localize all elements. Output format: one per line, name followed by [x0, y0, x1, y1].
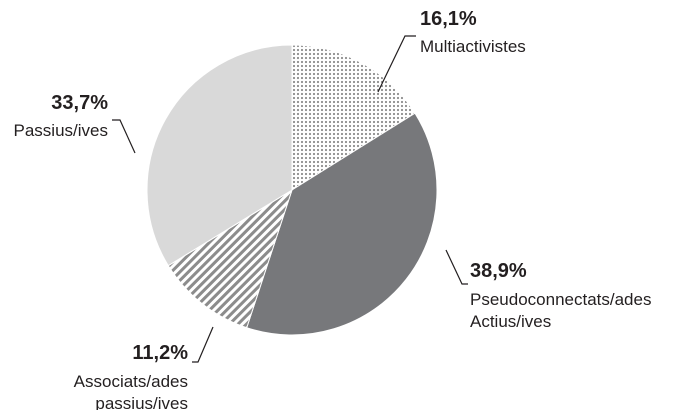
value-label: 16,1% — [420, 8, 477, 30]
category-label: Associats/ades passius/ives — [74, 372, 188, 410]
leader-line — [192, 326, 214, 363]
leader-line — [445, 249, 468, 285]
pie-slice — [146, 44, 293, 267]
category-label: Pseudoconnectats/ades Actius/ives — [470, 290, 651, 331]
leader-line — [377, 35, 416, 93]
pie-slice — [167, 188, 293, 329]
value-label: 33,7% — [51, 92, 108, 114]
value-label: 38,9% — [470, 260, 527, 282]
value-label: 11,2% — [132, 342, 188, 364]
category-label: Multiactivistes — [420, 37, 526, 56]
leader-line — [112, 119, 136, 154]
pie-slice — [246, 112, 438, 336]
category-label: Passius/ives — [14, 121, 108, 140]
pie-slice — [291, 44, 416, 191]
